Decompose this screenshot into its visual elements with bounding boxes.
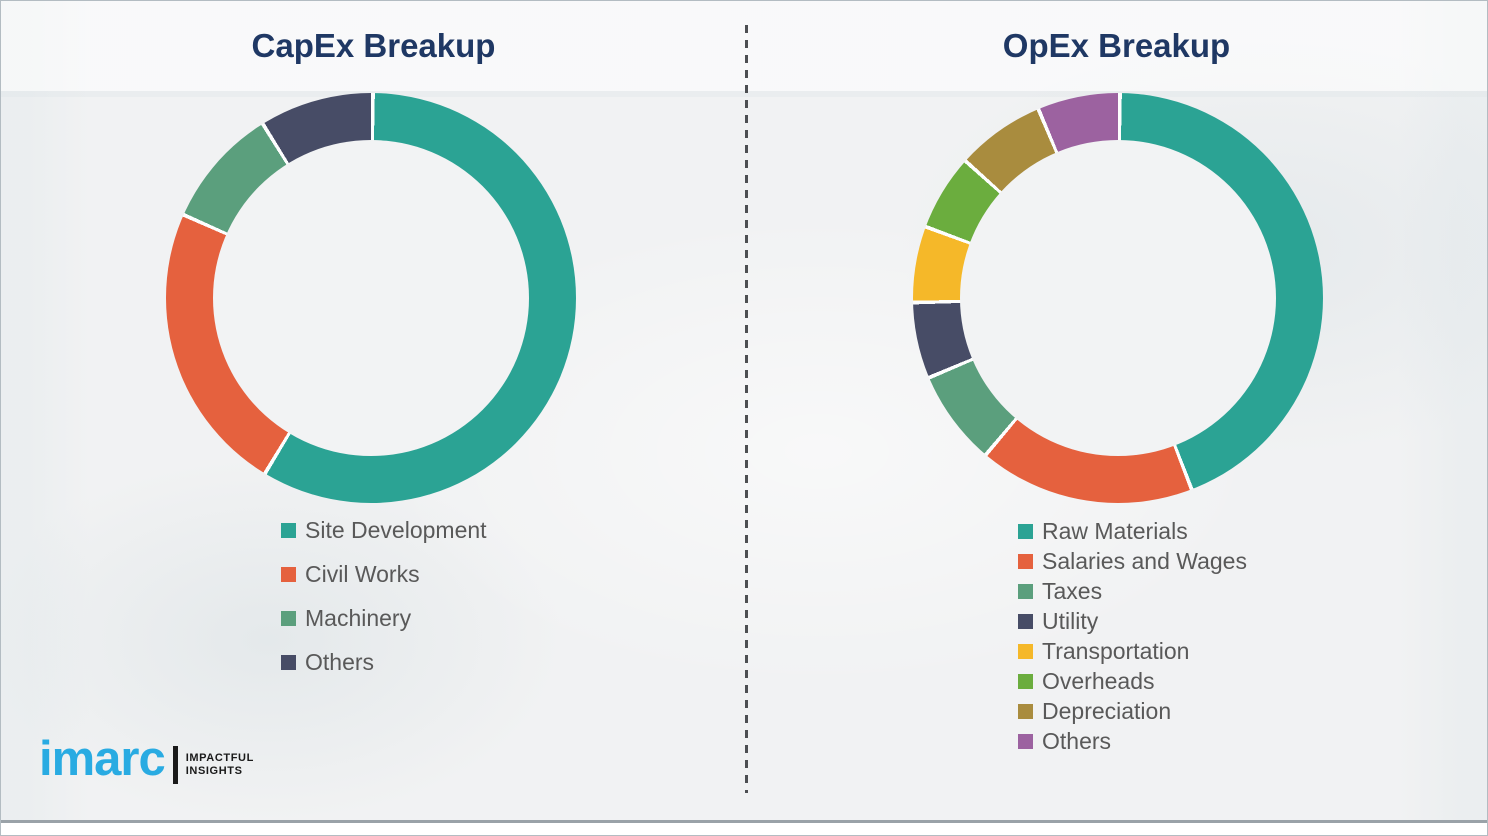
legend-swatch xyxy=(1018,673,1033,689)
opex-title: OpEx Breakup xyxy=(1002,27,1231,64)
legend-label: Transportation xyxy=(1042,637,1190,664)
legend-item: Others xyxy=(1018,726,1247,756)
legend-swatch xyxy=(281,654,296,670)
legend-label: Raw Materials xyxy=(1042,517,1188,544)
legend-item: Raw Materials xyxy=(1018,516,1247,546)
legend-item: Depreciation xyxy=(1018,696,1247,726)
legend-label: Utility xyxy=(1042,607,1099,634)
legend-label: Civil Works xyxy=(305,560,420,587)
capex-donut-chart xyxy=(166,93,576,503)
vertical-dashed-divider xyxy=(745,25,748,793)
legend-swatch xyxy=(1018,613,1033,629)
opex-legend: Raw Materials Salaries and Wages Taxes Util… xyxy=(1018,516,1247,756)
legend-swatch xyxy=(1018,553,1033,569)
imarc-logo-text: imarc xyxy=(39,732,166,786)
capex-donut-hole xyxy=(213,140,529,456)
legend-label: Taxes xyxy=(1042,577,1103,604)
legend-swatch xyxy=(1018,643,1033,659)
legend-swatch xyxy=(1018,703,1033,719)
legend-label: Salaries and Wages xyxy=(1042,547,1247,574)
legend-item: Site Development xyxy=(281,508,487,552)
legend-swatch xyxy=(281,566,296,582)
legend-item: Overheads xyxy=(1018,666,1247,696)
legend-item: Others xyxy=(281,640,487,684)
legend-swatch xyxy=(1018,733,1033,749)
legend-swatch xyxy=(1018,523,1033,539)
legend-item: Machinery xyxy=(281,596,487,640)
logo-tagline-line1: IMPACTFUL xyxy=(185,751,254,764)
legend-item: Salaries and Wages xyxy=(1018,546,1247,576)
legend-item: Taxes xyxy=(1018,576,1247,606)
legend-item: Civil Works xyxy=(281,552,487,596)
opex-donut-chart xyxy=(913,93,1323,503)
legend-swatch xyxy=(1018,583,1033,599)
legend-item: Utility xyxy=(1018,606,1247,636)
legend-label: Machinery xyxy=(305,604,412,631)
legend-item: Transportation xyxy=(1018,636,1247,666)
opex-donut-hole xyxy=(960,140,1276,456)
legend-label: Others xyxy=(1042,727,1112,754)
logo-tagline: IMPACTFUL INSIGHTS xyxy=(186,752,254,778)
imarc-logo: imarc IMPACTFUL INSIGHTS xyxy=(39,735,254,784)
legend-label: Site Development xyxy=(305,516,487,543)
legend-swatch xyxy=(281,610,296,626)
legend-swatch xyxy=(281,522,296,538)
legend-label: Overheads xyxy=(1042,667,1155,694)
legend-label: Others xyxy=(305,648,375,675)
logo-tagline-line2: INSIGHTS xyxy=(185,764,243,777)
logo-divider-bar xyxy=(172,745,178,784)
capex-legend: Site Development Civil Works Machinery Othe… xyxy=(281,508,487,684)
legend-label: Depreciation xyxy=(1042,697,1172,724)
capex-title: CapEx Breakup xyxy=(251,27,496,64)
